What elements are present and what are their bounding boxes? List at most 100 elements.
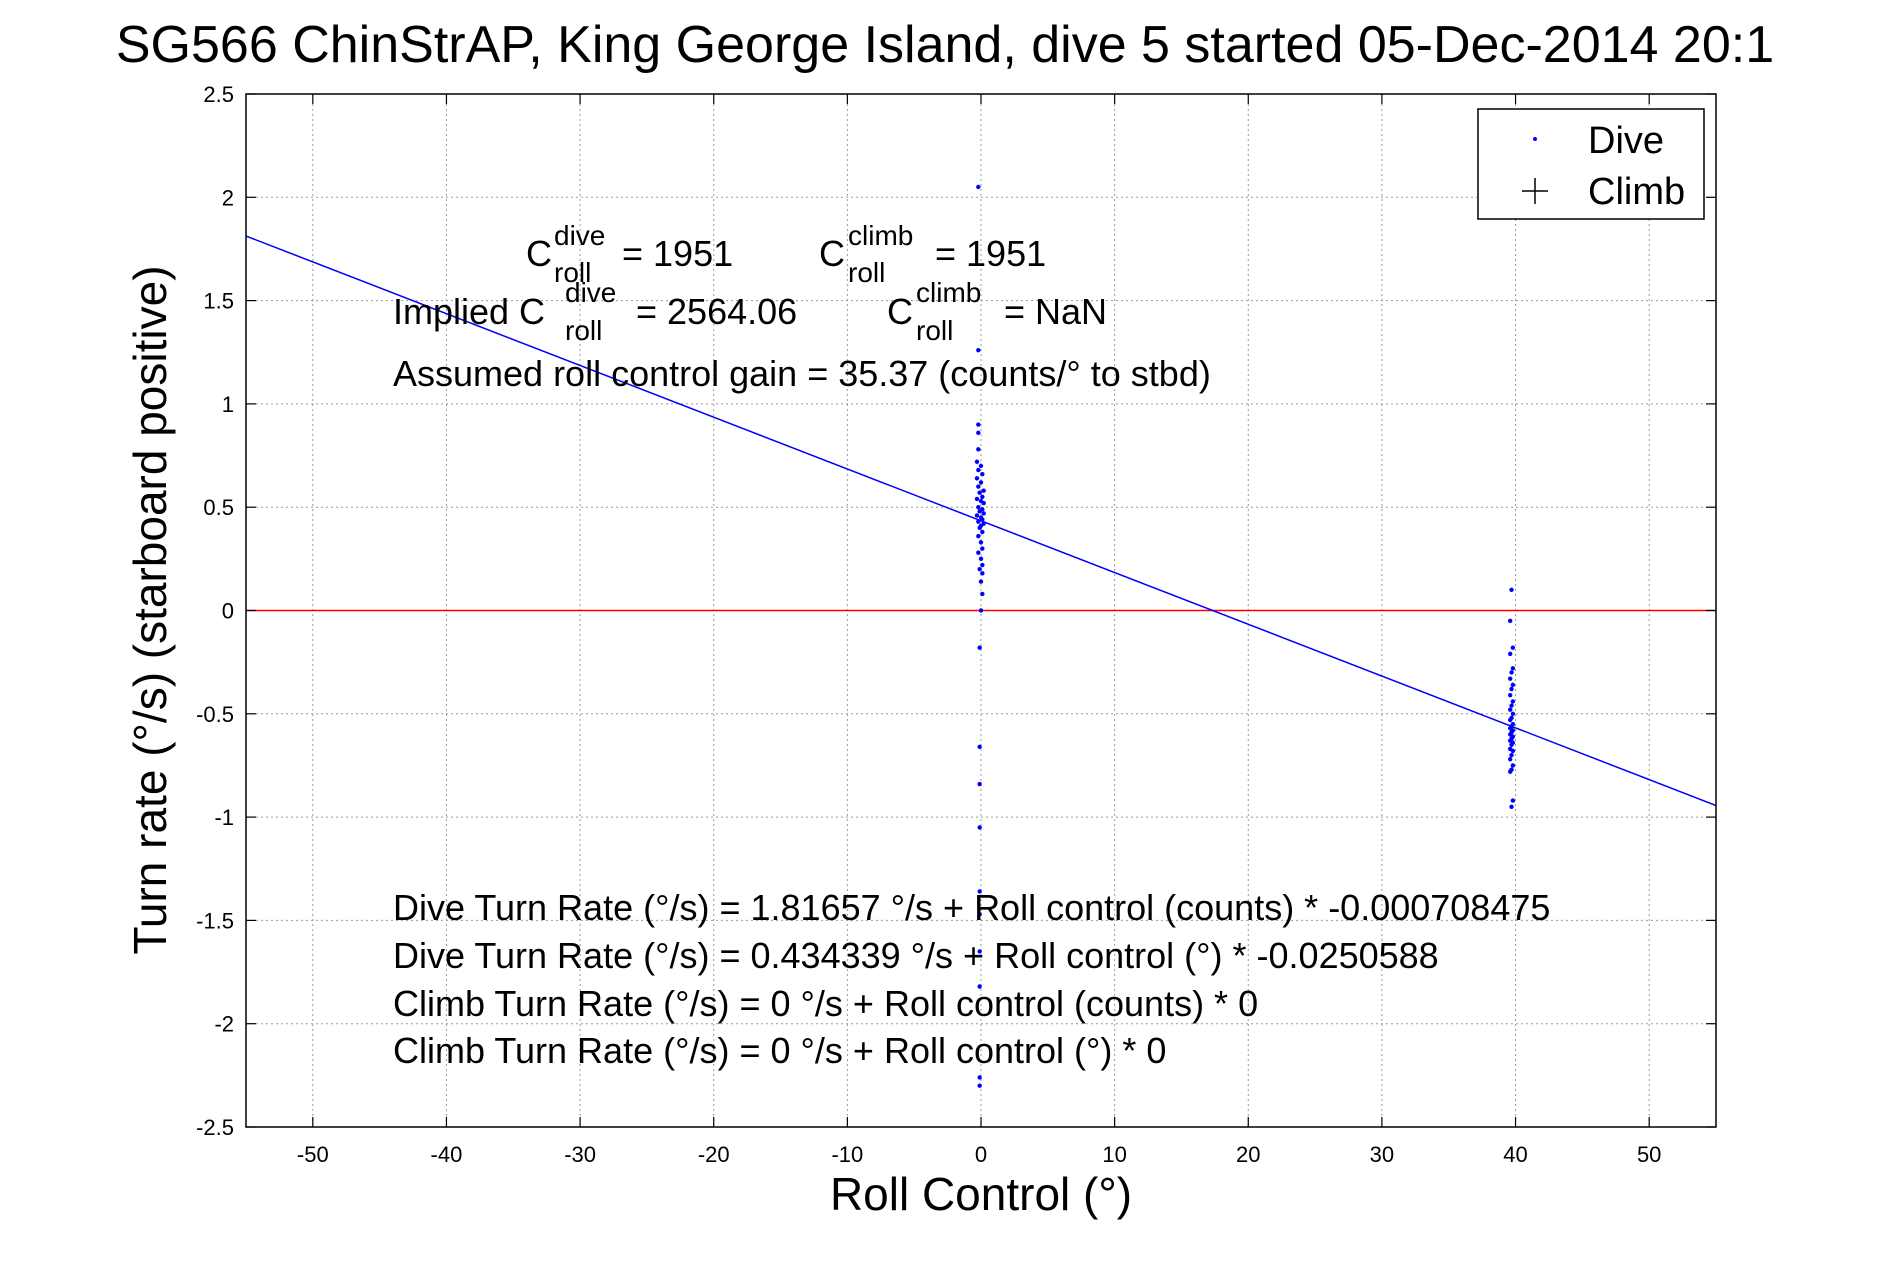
x-tick-label: -40: [431, 1142, 463, 1167]
dive-point: [981, 488, 986, 493]
dive-point: [976, 505, 981, 510]
legend-climb-marker: [1522, 178, 1548, 204]
dive-point: [977, 645, 982, 650]
y-tick-label: -1: [214, 805, 234, 830]
implied-climb-value: = NaN: [1004, 291, 1107, 332]
x-tick-label: 20: [1236, 1142, 1260, 1167]
dive-point: [977, 744, 982, 750]
x-axis-label: Roll Control (°): [830, 1168, 1132, 1220]
c-climb-sup: climb: [848, 220, 913, 251]
implied-dive-value: = 2564.06: [636, 291, 797, 332]
dive-point: [1508, 651, 1513, 657]
y-tick-label: -1.5: [196, 908, 234, 933]
c-climb-sub: roll: [848, 257, 885, 288]
y-tick-label: 1.5: [203, 289, 234, 314]
dive-point: [980, 517, 985, 522]
equation-4: Climb Turn Rate (°/s) = 0 °/s + Roll con…: [393, 1030, 1166, 1071]
legend: Dive Climb: [1477, 108, 1705, 220]
dive-point: [976, 467, 981, 473]
chart-title: SG566 ChinStrAP, King George Island, div…: [116, 16, 1774, 74]
dive-point: [1510, 645, 1516, 650]
dive-point: [977, 825, 982, 830]
c-dive-value: = 1951: [622, 233, 733, 274]
dive-point: [976, 447, 981, 452]
dive-point: [980, 529, 985, 535]
equation-2: Dive Turn Rate (°/s) = 0.434339 °/s + Ro…: [393, 935, 1439, 976]
implied-prefix: Implied C: [393, 291, 545, 332]
dive-point: [1509, 670, 1514, 675]
legend-dive-label: Dive: [1588, 120, 1664, 162]
dive-point: [980, 471, 985, 477]
implied-dive-sub: roll: [565, 315, 602, 346]
dive-point: [976, 484, 981, 489]
dive-point: [1510, 748, 1516, 754]
x-tick-label: -30: [564, 1142, 596, 1167]
dive-point: [978, 556, 984, 562]
annotations: C dive roll = 1951 C climb roll = 1951 I…: [393, 220, 1550, 1071]
dive-point: [1508, 757, 1513, 762]
dive-point: [974, 513, 980, 518]
dive-point: [980, 494, 985, 500]
dive-point: [977, 1083, 982, 1088]
dive-point: [980, 571, 985, 576]
x-tick-label: -50: [297, 1142, 329, 1167]
y-axis-label: Turn rate (°/s) (starboard positive): [124, 265, 176, 954]
implied-climb-label: C: [887, 291, 913, 332]
dive-point: [976, 519, 981, 524]
dive-point: [977, 525, 982, 531]
y-tick-label: -0.5: [196, 702, 234, 727]
dive-point: [976, 430, 981, 436]
x-ticks: -50 -40 -30 -20 -10 0 10 20 30 40 50: [297, 94, 1661, 1167]
dive-point: [1509, 804, 1514, 809]
dive-point: [1509, 686, 1514, 692]
y-tick-label: 2: [222, 185, 234, 210]
dive-point: [1510, 666, 1516, 671]
dive-point: [976, 550, 981, 555]
dive-point: [1510, 711, 1516, 716]
dive-point: [977, 781, 982, 787]
dive-point: [981, 500, 986, 506]
gain-annotation: Assumed roll control gain = 35.37 (count…: [393, 353, 1211, 394]
y-tick-label: -2.5: [196, 1115, 234, 1140]
c-dive-sub: roll: [554, 257, 591, 288]
dive-point: [1508, 693, 1513, 698]
c-climb-value: = 1951: [935, 233, 1046, 274]
dive-point: [977, 566, 982, 572]
dive-point: [978, 480, 984, 485]
dive-point: [977, 984, 982, 989]
dive-point: [977, 490, 982, 495]
dive-point: [977, 509, 982, 514]
x-tick-label: 10: [1102, 1142, 1126, 1167]
implied-dive-sup: dive: [565, 277, 616, 308]
x-tick-label: 50: [1637, 1142, 1661, 1167]
dive-point: [1508, 769, 1513, 774]
dive-point: [977, 949, 982, 954]
dive-point: [978, 608, 984, 613]
x-tick-label: -20: [698, 1142, 730, 1167]
legend-box: [1477, 108, 1705, 220]
legend-climb-label: Climb: [1588, 171, 1685, 213]
dive-point: [978, 579, 984, 584]
dive-point: [976, 184, 981, 190]
dive-point: [1508, 618, 1513, 624]
dive-point: [1509, 752, 1514, 758]
dive-point: [977, 912, 982, 917]
y-tick-label: 1: [222, 392, 234, 417]
dive-point: [1508, 717, 1513, 723]
dive-point: [974, 476, 980, 481]
y-ticks: -2.5 -2 -1.5 -1 -0.5 0 0.5 1 1.5 2 2.5: [196, 82, 1716, 1140]
dive-point: [1509, 587, 1514, 593]
dive-point: [977, 889, 982, 894]
y-tick-label: -2: [214, 1012, 234, 1037]
dive-point: [980, 591, 985, 597]
dive-point: [1509, 742, 1514, 747]
dive-point: [981, 511, 986, 516]
y-tick-label: 2.5: [203, 82, 234, 107]
legend-dive-marker: [1533, 137, 1537, 141]
dive-points: [974, 184, 1516, 1088]
dive-point: [1510, 798, 1516, 803]
equation-3: Climb Turn Rate (°/s) = 0 °/s + Roll con…: [393, 983, 1258, 1024]
dive-point: [976, 347, 981, 353]
dive-point: [1510, 699, 1516, 704]
x-tick-label: 40: [1503, 1142, 1527, 1167]
